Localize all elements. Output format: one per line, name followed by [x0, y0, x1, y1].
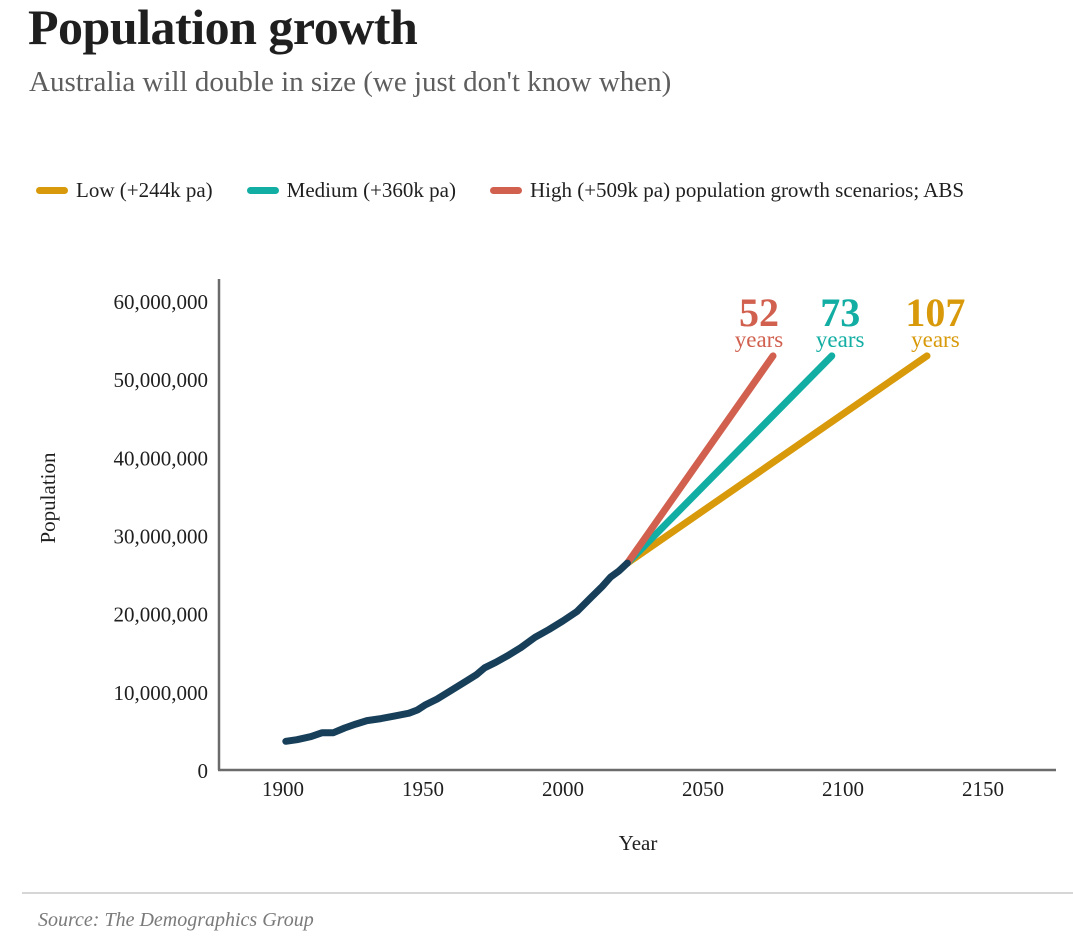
- chart-plot: 0 10,000,000 20,000,000 30,000,000 40,000,00…: [36, 279, 1056, 855]
- chart-title: Population growth: [28, 0, 418, 55]
- series-line-low: [623, 352, 931, 567]
- annotation-value: 52: [739, 290, 779, 335]
- series-line-high: [623, 352, 777, 567]
- x-tick-label: 2000: [542, 777, 584, 801]
- x-axis-ticks: 1900 1950 2000 2050 2100 2150: [262, 777, 1004, 801]
- y-tick-label: 10,000,000: [114, 681, 209, 705]
- legend-swatch-high: [489, 187, 522, 194]
- legend-label-medium: Medium (+360k pa): [286, 178, 456, 202]
- legend-item-high: High (+509k pa) population growth scenar…: [489, 178, 965, 203]
- y-tick-label: 0: [198, 759, 209, 783]
- legend-item-medium: Medium (+360k pa): [246, 178, 456, 203]
- y-tick-label: 40,000,000: [114, 446, 209, 470]
- legend: Low (+244k pa) Medium (+360k pa) High (+…: [36, 178, 964, 203]
- y-axis-title: Population: [36, 452, 60, 544]
- chart-subtitle: Australia will double in size (we just d…: [29, 66, 672, 98]
- series-group: [282, 352, 931, 745]
- annotation-value: 73: [820, 290, 860, 335]
- x-tick-label: 2150: [962, 777, 1004, 801]
- annotation-unit: years: [816, 327, 865, 352]
- series-line-historical: [282, 559, 631, 745]
- footer-divider: [22, 892, 1073, 894]
- legend-label-high: High (+509k pa) population growth scenar…: [529, 178, 965, 202]
- annotation-unit: years: [911, 327, 960, 352]
- legend-item-low: Low (+244k pa): [36, 178, 213, 203]
- y-tick-label: 60,000,000: [114, 290, 209, 314]
- x-tick-label: 1900: [262, 777, 304, 801]
- x-tick-label: 1950: [402, 777, 444, 801]
- x-axis-title: Year: [619, 831, 658, 855]
- annotation-value: 107: [905, 290, 965, 335]
- x-tick-label: 2100: [822, 777, 864, 801]
- legend-swatch-medium: [246, 187, 279, 194]
- source-note: Source: The Demographics Group: [38, 909, 314, 931]
- legend-swatch-low: [36, 187, 68, 194]
- annotation-unit: years: [735, 327, 784, 352]
- y-tick-label: 50,000,000: [114, 368, 209, 392]
- series-line-medium: [623, 352, 836, 567]
- y-tick-label: 20,000,000: [114, 603, 209, 627]
- y-axis-ticks: 0 10,000,000 20,000,000 30,000,000 40,000,00…: [114, 290, 209, 783]
- x-tick-label: 2050: [682, 777, 724, 801]
- legend-label-low: Low (+244k pa): [76, 178, 213, 202]
- y-tick-label: 30,000,000: [114, 525, 209, 549]
